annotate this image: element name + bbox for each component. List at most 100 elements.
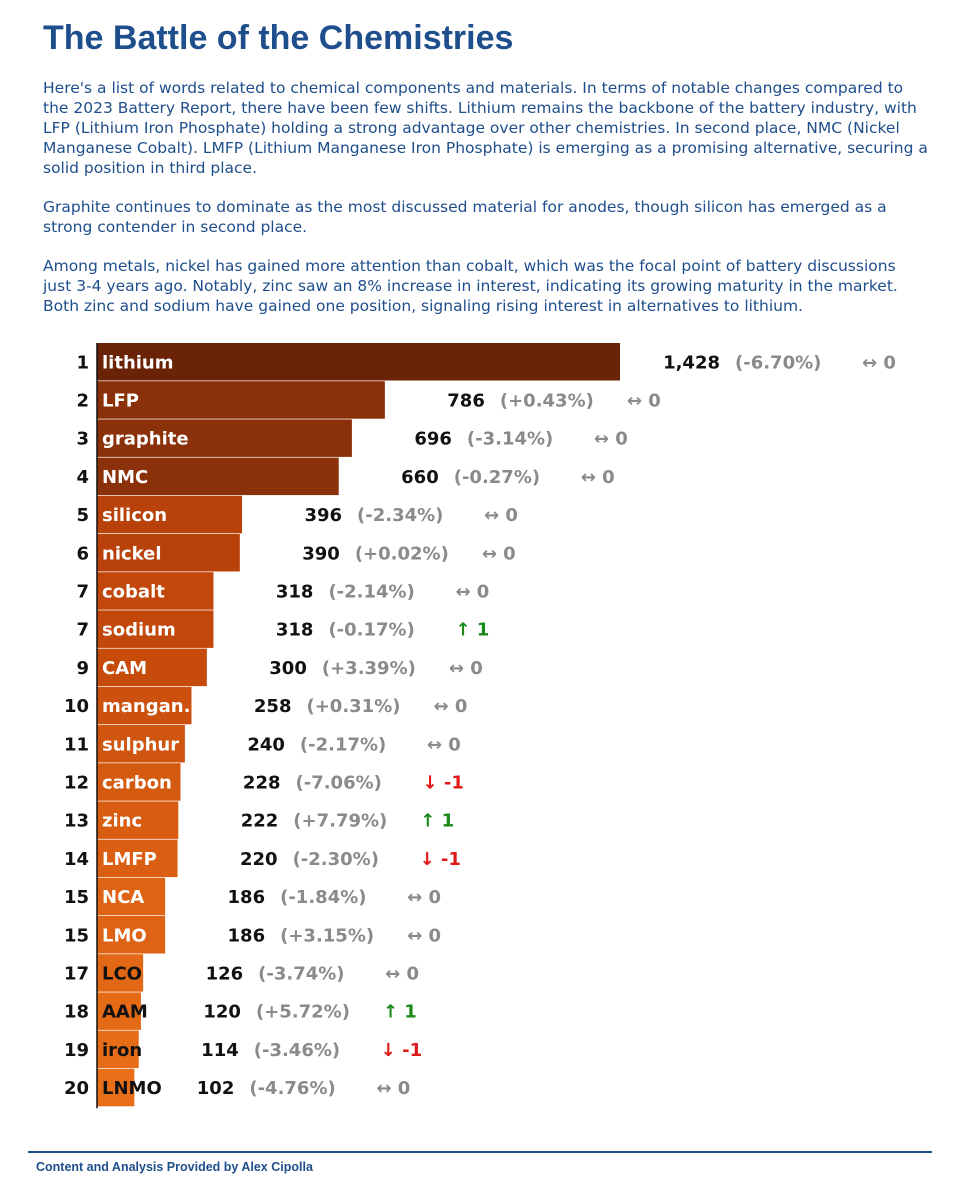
category-label: AAM xyxy=(102,1002,148,1023)
category-label: lithium xyxy=(102,352,174,373)
rank-label: 17 xyxy=(64,963,89,984)
value-label: 220 xyxy=(240,849,278,870)
percent-change-label: (-3.46%) xyxy=(254,1040,340,1061)
intro-text: Here's a list of words related to chemic… xyxy=(43,78,928,335)
percent-change-label: (-0.17%) xyxy=(328,620,414,641)
bar xyxy=(97,610,214,648)
category-label: NCA xyxy=(102,887,144,908)
rank-label: 14 xyxy=(64,849,89,870)
bar xyxy=(97,495,243,534)
rank-change-label: ↑ 1 xyxy=(455,620,489,641)
rank-label: 3 xyxy=(76,429,89,450)
category-label: sulphur xyxy=(102,734,179,755)
rank-label: 4 xyxy=(76,467,89,488)
category-label: LFP xyxy=(102,390,139,411)
category-label: iron xyxy=(102,1040,142,1061)
rank-change-label: ↔ 0 xyxy=(407,887,441,908)
percent-change-label: (-0.27%) xyxy=(454,467,540,488)
bar xyxy=(97,801,179,839)
category-label: LMFP xyxy=(102,849,157,870)
value-label: 696 xyxy=(414,429,452,450)
bar xyxy=(97,686,192,725)
percent-change-label: (-2.17%) xyxy=(300,734,386,755)
bar xyxy=(97,381,385,419)
rank-change-label: ↔ 0 xyxy=(484,505,518,526)
bar xyxy=(97,954,144,992)
category-label: mangan. xyxy=(102,696,190,717)
value-label: 660 xyxy=(401,467,439,488)
value-label: 126 xyxy=(206,963,244,984)
category-label: silicon xyxy=(102,505,167,526)
rank-label: 10 xyxy=(64,696,89,717)
rank-change-label: ↔ 0 xyxy=(433,696,467,717)
rank-label: 15 xyxy=(64,925,89,946)
value-label: 186 xyxy=(228,925,266,946)
percent-change-label: (+7.79%) xyxy=(293,811,387,832)
value-label: 396 xyxy=(304,505,342,526)
value-label: 258 xyxy=(254,696,292,717)
value-label: 102 xyxy=(197,1078,235,1099)
rank-label: 2 xyxy=(76,390,89,411)
category-label: graphite xyxy=(102,429,189,450)
bar xyxy=(97,1030,139,1069)
bar xyxy=(97,763,181,801)
rank-label: 13 xyxy=(64,811,89,832)
intro-paragraph-2: Graphite continues to dominate as the mo… xyxy=(43,198,887,236)
bar xyxy=(97,916,166,954)
rank-change-label: ↓ -1 xyxy=(423,772,464,793)
rank-label: 1 xyxy=(76,352,89,373)
percent-change-label: (+3.15%) xyxy=(280,925,374,946)
category-label: cobalt xyxy=(102,581,165,602)
category-label: sodium xyxy=(102,620,176,641)
ranking-bar-chart: 1 lithium 1,428 (-6.70%) ↔ 02 LFP 786 (+0.43%) ↔… xyxy=(64,343,896,1109)
percent-change-label: (-1.84%) xyxy=(280,887,366,908)
rank-label: 6 xyxy=(76,543,89,564)
percent-change-label: (-2.34%) xyxy=(357,505,443,526)
percent-change-label: (-2.14%) xyxy=(328,581,414,602)
rank-change-label: ↔ 0 xyxy=(376,1078,410,1099)
bar xyxy=(97,992,141,1030)
bar xyxy=(97,457,339,496)
rank-label: 12 xyxy=(64,772,89,793)
intro-paragraph-3: Among metals, nickel has gained more att… xyxy=(43,257,898,315)
percent-change-label: (+5.72%) xyxy=(256,1002,350,1023)
value-label: 1,428 xyxy=(663,352,720,373)
value-label: 390 xyxy=(302,543,340,564)
footer-credit: Content and Analysis Provided by Alex Ci… xyxy=(36,1160,313,1174)
rank-change-label: ↔ 0 xyxy=(407,925,441,946)
rank-change-label: ↔ 0 xyxy=(385,963,419,984)
percent-change-label: (-3.74%) xyxy=(258,963,344,984)
bar xyxy=(97,877,166,916)
bar xyxy=(97,1068,135,1107)
value-label: 114 xyxy=(201,1040,239,1061)
bar xyxy=(97,534,240,572)
value-label: 228 xyxy=(243,772,281,793)
page-title: The Battle of the Chemistries xyxy=(43,19,514,57)
rank-label: 20 xyxy=(64,1078,89,1099)
percent-change-label: (-7.06%) xyxy=(296,772,382,793)
percent-change-label: (-3.14%) xyxy=(467,429,553,450)
bar xyxy=(97,343,620,381)
category-label: carbon xyxy=(102,772,172,793)
rank-label: 7 xyxy=(76,620,89,641)
rank-label: 11 xyxy=(64,734,89,755)
rank-change-label: ↔ 0 xyxy=(449,658,483,679)
rank-label: 9 xyxy=(76,658,89,679)
value-label: 786 xyxy=(447,390,485,411)
rank-label: 7 xyxy=(76,581,89,602)
value-label: 240 xyxy=(247,734,285,755)
footer-divider xyxy=(28,1151,932,1153)
rank-change-label: ↔ 0 xyxy=(627,390,661,411)
value-label: 222 xyxy=(241,811,279,832)
value-label: 300 xyxy=(269,658,307,679)
rank-change-label: ↔ 0 xyxy=(581,467,615,488)
bar xyxy=(97,648,207,687)
rank-change-label: ↔ 0 xyxy=(482,543,516,564)
category-label: LNMO xyxy=(102,1078,162,1099)
rank-change-label: ↓ -1 xyxy=(381,1040,422,1061)
category-label: LMO xyxy=(102,925,147,946)
rank-label: 15 xyxy=(64,887,89,908)
category-label: nickel xyxy=(102,543,162,564)
rank-label: 18 xyxy=(64,1002,89,1023)
rank-change-label: ↔ 0 xyxy=(862,352,896,373)
